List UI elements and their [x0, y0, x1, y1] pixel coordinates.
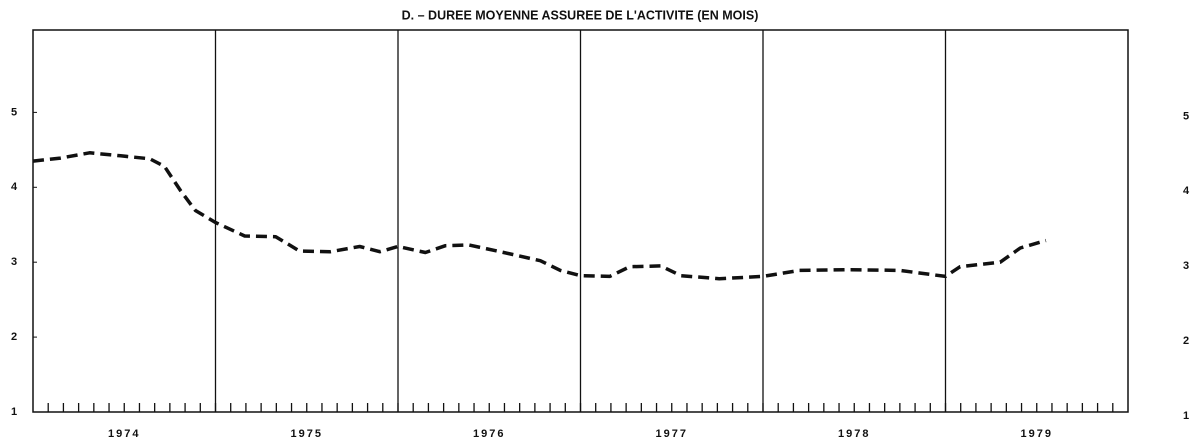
x-tick-label: 1974 — [108, 428, 140, 440]
y-tick-label: 3 — [11, 256, 17, 268]
y2-tick-label: 5 — [1183, 110, 1189, 122]
x-tick-label: 1978 — [838, 428, 870, 440]
x-tick-label: 1975 — [291, 428, 323, 440]
y-tick-label: 4 — [11, 181, 18, 193]
data-line — [32, 151, 1047, 281]
y2-tick-label: 1 — [1183, 410, 1189, 422]
y-tick-label: 5 — [11, 106, 17, 118]
y2-tick-label: 3 — [1183, 260, 1189, 272]
chart-title: D. – DUREE MOYENNE ASSUREE DE L'ACTIVITE… — [402, 8, 759, 22]
y2-tick-label: 2 — [1183, 335, 1189, 347]
x-tick-label: 1976 — [473, 428, 505, 440]
y-tick-label: 2 — [11, 331, 17, 343]
x-tick-label: 1977 — [656, 428, 688, 440]
y-tick-label: 1 — [11, 406, 17, 418]
x-tick-label: 1979 — [1021, 428, 1053, 440]
y2-tick-label: 4 — [1183, 185, 1190, 197]
